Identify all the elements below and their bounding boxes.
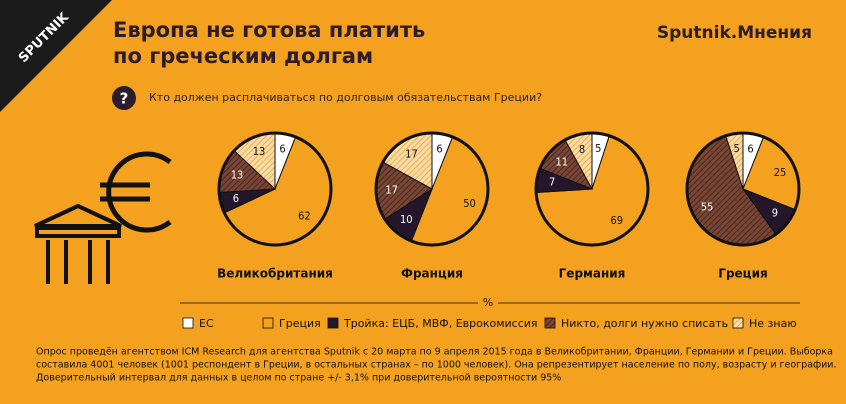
slice-label: 55 xyxy=(701,200,714,213)
title-line: по греческим долгам xyxy=(113,44,373,68)
slice-label: 6 xyxy=(279,142,285,155)
legend-label: Никто, долги нужно списать xyxy=(561,317,728,330)
pie-outline xyxy=(534,131,650,247)
country-label: Германия xyxy=(559,267,626,281)
legend-label: Не знаю xyxy=(749,317,797,330)
slice-label: 6 xyxy=(233,192,239,205)
slice-label: 13 xyxy=(253,145,266,158)
question: Кто должен расплачиваться по долговым об… xyxy=(149,91,542,104)
slice-label: 25 xyxy=(774,166,787,179)
title-line: Европа не готова платить xyxy=(113,18,425,42)
slice-label: 10 xyxy=(400,213,413,226)
legend-swatch xyxy=(544,317,556,329)
pie-outline xyxy=(685,131,801,247)
legend-swatch xyxy=(262,317,274,329)
slice-label: 5 xyxy=(734,142,740,155)
slice-label: 8 xyxy=(579,143,585,156)
country-label: Великобритания xyxy=(217,267,333,281)
slice-label: 6 xyxy=(436,142,442,155)
pie-outline xyxy=(374,131,490,247)
logo-corner xyxy=(0,0,112,112)
pie-outline xyxy=(217,131,333,247)
slice-label: 7 xyxy=(549,176,555,189)
slice-label: 13 xyxy=(231,168,244,181)
euro-icon xyxy=(100,151,172,233)
question-icon-bg xyxy=(112,86,136,110)
slice-label: 62 xyxy=(298,210,311,223)
country-label: Франция xyxy=(401,267,463,281)
legend-label: ЕС xyxy=(199,317,214,330)
legend-title: % xyxy=(483,296,493,309)
legend-label: Греция xyxy=(279,317,321,330)
slice-label: 17 xyxy=(405,147,418,160)
footnote: Доверительный интервал для данных в цело… xyxy=(36,373,561,384)
slice-label: 9 xyxy=(772,207,778,220)
slice-label: 6 xyxy=(747,142,753,155)
country-label: Греция xyxy=(718,267,767,281)
legend-label: Тройка: ЕЦБ, МВФ, Еврокомиссия xyxy=(343,317,538,330)
brand: Sputnik.Мнения xyxy=(657,23,812,43)
slice-label: 50 xyxy=(463,197,476,210)
question-icon: ? xyxy=(120,90,129,108)
slice-label: 11 xyxy=(555,155,568,168)
slice-label: 17 xyxy=(385,183,398,196)
slice-label: 69 xyxy=(610,214,623,227)
slice-label: 5 xyxy=(595,142,601,155)
footnote: составила 4001 человек (1001 респондент … xyxy=(36,360,837,371)
building-icon xyxy=(34,203,122,284)
legend-swatch xyxy=(182,317,194,329)
legend-swatch xyxy=(732,317,744,329)
legend-swatch xyxy=(327,317,339,329)
footnote: Опрос проведён агентством ICM Research д… xyxy=(36,347,833,358)
